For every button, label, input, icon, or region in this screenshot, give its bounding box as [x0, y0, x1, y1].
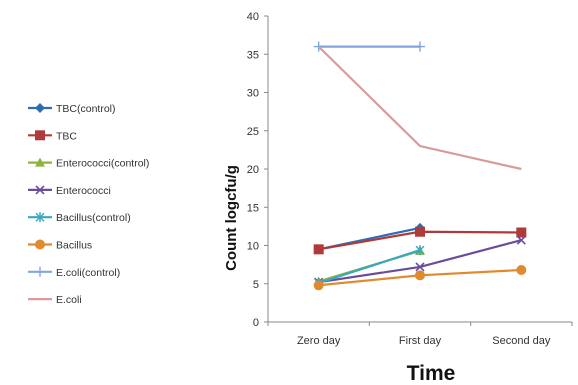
legend-item: Enterococci(control) [28, 157, 149, 170]
y-tick-label: 15 [247, 202, 259, 214]
y-tick-label: 35 [247, 49, 259, 61]
data-point [415, 41, 425, 52]
y-tick-label: 40 [247, 11, 259, 23]
y-axis-ticks: 0 5 10 15 20 25 30 35 40 [247, 11, 259, 329]
y-tick-label: 30 [247, 88, 259, 100]
series-line [317, 45, 522, 171]
y-axis-title: Count logcfu/g [223, 165, 240, 271]
legend-item: Enterococci [28, 185, 111, 197]
y-tick-label: 0 [253, 317, 259, 329]
data-point [415, 245, 425, 256]
series-0 [313, 222, 425, 255]
chart-legend: TBC(control) TBC Enterococci(control) Enter… [28, 103, 149, 306]
x-axis-ticks: Zero day First day Second day [297, 335, 551, 347]
legend-item: TBC [28, 130, 77, 142]
legend-marker [35, 239, 45, 250]
legend-label: E.coli [56, 294, 82, 306]
legend-label: TBC(control) [56, 103, 116, 115]
legend-item: Bacillus(control) [28, 212, 131, 224]
series-7 [317, 45, 522, 171]
legend-label: TBC [56, 130, 77, 142]
legend-item: E.coli [28, 294, 82, 306]
data-point [313, 280, 324, 291]
legend-label: Bacillus [56, 240, 92, 252]
legend-marker [35, 130, 45, 141]
data-point [516, 264, 527, 275]
legend-label: E.coli(control) [56, 267, 120, 279]
legend-label: Enterococci(control) [56, 158, 149, 170]
series-4 [314, 245, 425, 288]
y-tick-label: 5 [253, 279, 259, 291]
x-tick-label: Zero day [297, 335, 341, 347]
legend-marker [35, 185, 45, 195]
data-point [516, 227, 527, 238]
series-6 [313, 41, 425, 52]
data-point [313, 244, 324, 255]
legend-item: E.coli(control) [28, 267, 120, 279]
data-point [415, 270, 425, 281]
series-1 [313, 226, 527, 255]
legend-item: TBC(control) [28, 103, 116, 115]
data-point [415, 262, 425, 272]
y-tick-label: 20 [247, 164, 259, 176]
legend-marker [35, 266, 45, 277]
x-tick-label: Second day [492, 335, 551, 347]
legend-marker [35, 103, 45, 113]
legend-label: Bacillus(control) [56, 212, 131, 224]
series-line [318, 249, 421, 285]
x-tick-label: First day [399, 335, 442, 347]
legend-label: Enterococci [56, 185, 111, 197]
y-tick-label: 25 [247, 126, 259, 138]
series-5 [313, 264, 527, 291]
chart-axes [264, 15, 573, 326]
chart-series [313, 41, 527, 291]
x-axis-title: Time [407, 362, 456, 385]
data-point [516, 235, 526, 245]
legend-marker [35, 212, 45, 223]
legend-item: Bacillus [28, 239, 92, 252]
y-tick-label: 10 [247, 241, 259, 253]
data-point [415, 226, 425, 237]
legend-marker [35, 157, 45, 167]
